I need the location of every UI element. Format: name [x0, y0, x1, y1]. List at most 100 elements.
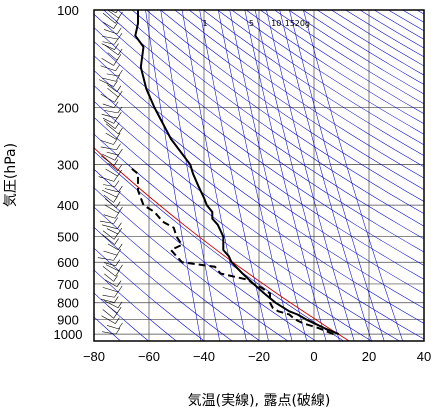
wind-barb [105, 198, 117, 208]
wind-barb-staff [115, 122, 120, 129]
wind-barb-staff [118, 11, 123, 19]
dry-adiabat-line [94, 41, 424, 280]
wind-barb [104, 110, 118, 114]
dry-adiabat-line [94, 100, 424, 340]
y-tick-label: 600 [57, 255, 79, 270]
dry-adiabat-line [146, 10, 424, 202]
wind-barb [103, 184, 115, 187]
wind-barb-staff [115, 327, 121, 335]
wind-barb-staff [117, 164, 122, 171]
y-tick-label: 1000 [54, 327, 83, 342]
wind-barb-staff [115, 75, 120, 82]
wind-barb-staff [118, 69, 123, 77]
dry-adiabat-line [274, 10, 424, 105]
wind-barb-staff [117, 243, 123, 251]
x-tick-label: 20 [362, 349, 376, 364]
dry-adiabat-line [94, 116, 400, 341]
wind-barb-staff [115, 270, 120, 277]
dry-adiabat-line [217, 10, 424, 146]
wind-barb-staff [117, 111, 122, 119]
x-axis-title: 気温(実線), 露点(破線) [188, 393, 331, 409]
x-tick-label: 0 [310, 349, 317, 364]
wind-barb [102, 234, 115, 245]
y-axis-title: 気圧(hPa) [3, 143, 19, 207]
wind-barb [101, 57, 114, 66]
wind-barb [102, 77, 116, 82]
y-tick-label: 200 [57, 101, 79, 116]
mixing-ratio-line [266, 10, 355, 341]
dry-adiabat-line [94, 70, 424, 309]
wind-barb [105, 45, 119, 56]
temperature-line [134, 10, 340, 336]
wind-barb [103, 194, 114, 203]
dry-adiabat-line [117, 10, 424, 227]
y-tick-label: 900 [57, 312, 79, 327]
dry-adiabat-line [94, 206, 261, 341]
dry-adiabat-line [231, 10, 424, 135]
dry-adiabat-line [94, 27, 424, 266]
wind-barb-staff [117, 222, 122, 229]
y-tick-label: 300 [57, 158, 79, 173]
wind-barb [100, 93, 115, 103]
reference-lines [94, 10, 424, 341]
wind-barb-staff [118, 264, 123, 272]
dry-adiabat-line [174, 10, 424, 179]
wind-barb [100, 298, 115, 303]
wind-barb [107, 52, 118, 61]
dry-adiabat-line [331, 10, 424, 67]
plot-frame [93, 9, 425, 342]
wind-barb-staff [117, 169, 122, 177]
wind-barb-staff [117, 32, 123, 40]
dry-adiabat-line [245, 10, 424, 125]
wind-barb-staff [116, 248, 122, 256]
wind-barb-staff [114, 212, 120, 219]
wind-barb [106, 325, 119, 330]
y-tick-label: 800 [57, 296, 79, 311]
mixing-ratio-line [181, 10, 247, 341]
wind-barb-staff [116, 190, 121, 198]
mixing-ratio-line [244, 10, 327, 341]
wind-barb-staff [113, 22, 118, 29]
mixing-ratio-line [218, 10, 293, 341]
wind-barb-staff [116, 27, 122, 35]
wind-barb [107, 87, 119, 98]
wind-barb [106, 73, 119, 77]
wind-barb-staff [114, 180, 120, 187]
wind-barb [102, 287, 119, 293]
wind-barb [106, 151, 119, 156]
wind-barb [105, 132, 117, 140]
wind-barb-staff [113, 59, 118, 66]
wind-barb-staff [114, 238, 119, 245]
mixing-ratio-line [303, 10, 403, 341]
wind-barb [103, 22, 114, 29]
wind-barb-staff [113, 117, 118, 124]
wind-barb-staff [116, 306, 122, 314]
dry-adiabat-line [94, 168, 316, 341]
wind-barb [103, 119, 116, 129]
dry-adiabat-line [288, 10, 424, 95]
mixing-ratio-label: 20g [295, 19, 310, 28]
wind-barb [103, 214, 116, 219]
wind-barb [101, 43, 115, 50]
wind-barb-staff [114, 38, 119, 45]
dry-adiabat-line [345, 10, 424, 58]
wind-barb [102, 103, 115, 108]
dry-adiabat-line [374, 10, 424, 40]
dry-adiabat-line [94, 269, 177, 341]
mixing-ratio-label: 5 [249, 19, 254, 28]
wind-barb-staff [113, 233, 119, 240]
mixing-ratio-line [254, 10, 340, 341]
wind-barb [104, 279, 118, 287]
mixing-ratio-labels: 1 5 10 15 20g [203, 19, 310, 28]
mixing-ratio-label: 1 [203, 19, 208, 28]
wind-barb-staff [115, 133, 121, 140]
wind-barb-staff [118, 185, 123, 193]
wind-barb-staff [117, 301, 123, 308]
dry-adiabat-line [94, 85, 424, 324]
wind-barb-staff [113, 101, 119, 108]
wind-barb [102, 309, 114, 319]
wind-barb [102, 230, 115, 240]
wind-barb-staff [113, 80, 118, 87]
mixing-ratio-line [160, 10, 220, 341]
wind-barb-staff [116, 85, 122, 92]
